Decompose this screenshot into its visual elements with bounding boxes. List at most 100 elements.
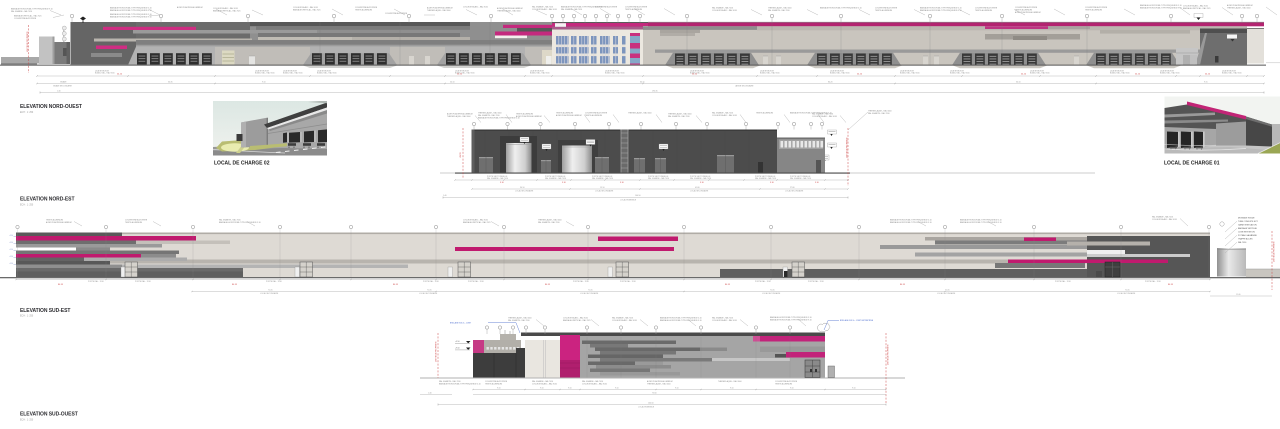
svg-text:COUVERTINE ACROTERE: COUVERTINE ACROTERE [355, 6, 378, 9]
svg-text:71.05: 71.05 [770, 289, 775, 291]
svg-text:BARDAGE HORIZONTAL TYPE FREQUE: BARDAGE HORIZONTAL TYPE FREQUENCE 9.10 [1140, 6, 1182, 9]
svg-text:BLANC RAL - RAL 9016: BLANC RAL - RAL 9016 [95, 72, 114, 75]
svg-text:84.20: 84.20 [828, 82, 833, 84]
svg-text:PORTE SECTIONNELLE: PORTE SECTIONNELLE [648, 176, 669, 178]
svg-text:+9.50: +9.50 [9, 235, 13, 237]
svg-text:BARDAGE HORIZONTAL TYPE FREQUE: BARDAGE HORIZONTAL TYPE FREQUENCE 5.10 [1140, 4, 1182, 7]
svg-text:PORTE RAL - 7016: PORTE RAL - 7016 [1055, 280, 1071, 283]
svg-text:COULEUR BLANC - RAL 9016: COULEUR BLANC - RAL 9016 [812, 115, 837, 118]
svg-text:BLANC RAL - RAL 9016: BLANC RAL - RAL 9016 [605, 72, 624, 75]
svg-text:LIMITE DE PROPRIETE: LIMITE DE PROPRIETE [888, 344, 890, 365]
svg-text:BLANC RAL - RAL 9016: BLANC RAL - RAL 9016 [900, 72, 919, 75]
svg-text:LOCAL SECONDAIRE: LOCAL SECONDAIRE [580, 292, 599, 295]
svg-text:+9.50: +9.50 [455, 341, 460, 343]
svg-text:RAL GRANITE - RAL 7016: RAL GRANITE - RAL 7016 [768, 9, 789, 12]
svg-text:TEINTE ALUMINIUM: TEINTE ALUMINIUM [585, 114, 602, 117]
svg-text:PORTE RAL - 7016: PORTE RAL - 7016 [88, 280, 104, 283]
svg-text:BLANC RAL - RAL 9016: BLANC RAL - RAL 9016 [950, 72, 969, 75]
svg-text:QUAI NIVELEUR: QUAI NIVELEUR [830, 70, 845, 73]
svg-text:75.60: 75.60 [652, 392, 657, 394]
svg-text:BARDAGE HORIZONTAL TYPE FREQUE: BARDAGE HORIZONTAL TYPE FREQUENCE 5.10 [660, 317, 702, 320]
svg-text:RAL 7016: RAL 7016 [1238, 241, 1246, 244]
svg-text:9.10: 9.10 [790, 387, 794, 389]
svg-text:THERMOLAQUE - RAL 3004: THERMOLAQUE - RAL 3004 [427, 9, 450, 12]
svg-text:9.10: 9.10 [540, 387, 544, 389]
svg-text:THERMOLAQUE - RAL 3004: THERMOLAQUE - RAL 3004 [447, 115, 470, 118]
svg-text:BARDAGE HORIZONTAL TYPE FREQUE: BARDAGE HORIZONTAL TYPE FREQUENCE 5.10 [110, 7, 152, 10]
svg-text:ELEVATION NORD-OUEST: ELEVATION NORD-OUEST [20, 104, 82, 110]
svg-text:BARDAGE HORIZONTAL TYPE FREQUE: BARDAGE HORIZONTAL TYPE FREQUENCE 9.10 [561, 6, 603, 9]
svg-text:TEINTE ALUMINIUM: TEINTE ALUMINIUM [775, 382, 792, 385]
svg-text:1.40: 1.40 [57, 90, 61, 92]
svg-text:THERMOLAQUE - RAL 3004: THERMOLAQUE - RAL 3004 [478, 112, 501, 115]
svg-text:COUVERTINE ACROTERE: COUVERTINE ACROTERE [625, 6, 648, 9]
svg-text:COULEUR BLANC - RAL 9016: COULEUR BLANC - RAL 9016 [612, 319, 637, 322]
svg-text:QUAI NIVELEUR: QUAI NIVELEUR [255, 70, 270, 73]
svg-text:ACIER PLASTIFIE ALUMINIUM: ACIER PLASTIFIE ALUMINIUM [516, 115, 542, 118]
svg-text:9.10: 9.10 [500, 182, 504, 184]
svg-text:THERMOLAQUE - RAL 3004: THERMOLAQUE - RAL 3004 [538, 219, 561, 222]
svg-text:COULEUR BLANC - RAL 9016: COULEUR BLANC - RAL 9016 [532, 382, 557, 385]
svg-text:BARDAGE HORIZONTAL TYPE FREQUE: BARDAGE HORIZONTAL TYPE FREQUENCE 9.10 [770, 318, 812, 321]
svg-text:+9.50: +9.50 [9, 249, 13, 251]
svg-text:QUAI NIVELEUR: QUAI NIVELEUR [900, 70, 915, 73]
svg-text:COULEUR BLANC - RAL 9016: COULEUR BLANC - RAL 9016 [463, 219, 488, 222]
svg-text:QUAI NIVELEUR: QUAI NIVELEUR [1160, 70, 1175, 73]
svg-text:RAL GRANDE - RAL 7016: RAL GRANDE - RAL 7016 [545, 177, 566, 180]
svg-text:BARDAGE HORIZONTAL TYPE FREQUE: BARDAGE HORIZONTAL TYPE FREQUENCE 5.10 [439, 382, 481, 385]
svg-text:THERMOLAQUE - RAL 3004: THERMOLAQUE - RAL 3004 [497, 9, 520, 12]
svg-text:COULEUR BLANC - RAL 9016: COULEUR BLANC - RAL 9016 [532, 8, 557, 11]
svg-text:104.50: 104.50 [648, 402, 654, 404]
svg-text:BARDAGE VERTICAL - RAL 7021: BARDAGE VERTICAL - RAL 7021 [213, 9, 241, 12]
svg-text:COULEUR BLANC - RAL 9016: COULEUR BLANC - RAL 9016 [463, 6, 488, 9]
svg-text:30.35: 30.35 [168, 82, 173, 84]
svg-text:RAL GRANITE - RAL 7016: RAL GRANITE - RAL 7016 [219, 219, 240, 222]
svg-text:84.35: 84.35 [58, 284, 64, 286]
svg-text:54.10: 54.10 [457, 74, 463, 76]
svg-text:ELEVATION SUD-OUEST: ELEVATION SUD-OUEST [20, 412, 78, 418]
svg-text:54.10: 54.10 [1021, 74, 1027, 76]
svg-text:71.05: 71.05 [588, 289, 593, 291]
svg-text:ECH : 1: 250: ECH : 1: 250 [20, 316, 34, 318]
svg-text:PORTE SECTIONNELLE: PORTE SECTIONNELLE [755, 176, 776, 178]
svg-text:QUAI NIVELEUR: QUAI NIVELEUR [283, 70, 298, 73]
svg-text:ACIER PLASTIFIE ALUMINIUM: ACIER PLASTIFIE ALUMINIUM [497, 7, 523, 10]
svg-text:BLANC RAL - RAL 9016: BLANC RAL - RAL 9016 [1030, 72, 1049, 75]
svg-text:MONTAGE RIGIDE: MONTAGE RIGIDE [1238, 217, 1255, 220]
svg-text:LOCAL DE CHARGE 02: LOCAL DE CHARGE 02 [214, 161, 270, 167]
svg-text:COULEUR BLANC - RAL 9016: COULEUR BLANC - RAL 9016 [712, 9, 737, 12]
svg-text:COULEUR BLANC - RAL 9016: COULEUR BLANC - RAL 9016 [293, 6, 318, 9]
svg-text:ELEVATION NORD-EST: ELEVATION NORD-EST [20, 197, 74, 203]
svg-text:BARDAGE HORIZONTAL TYPE FREQUE: BARDAGE HORIZONTAL TYPE FREQUENCE 9.10 [960, 221, 1002, 224]
svg-text:LOCAL SECONDAIRE: LOCAL SECONDAIRE [515, 189, 534, 192]
svg-text:BLANC RAL - RAL 9016: BLANC RAL - RAL 9016 [690, 72, 709, 75]
svg-text:BLANC RAL - RAL 9016: BLANC RAL - RAL 9016 [830, 72, 849, 75]
svg-text:9.10: 9.10 [620, 182, 624, 184]
svg-text:TEINTE ALUMINIUM: TEINTE ALUMINIUM [1015, 8, 1032, 11]
svg-text:71.05: 71.05 [945, 289, 950, 291]
svg-text:BLANC RAL - RAL 9016: BLANC RAL - RAL 9016 [283, 72, 302, 75]
svg-text:RAL GRANDE - RAL 7016: RAL GRANDE - RAL 7016 [712, 317, 733, 320]
svg-text:GRADE SECONDAIRE: GRADE SECONDAIRE [53, 85, 73, 88]
svg-text:RAL GRANITE - RAL 7016: RAL GRANITE - RAL 7016 [508, 319, 529, 322]
svg-text:COULEUR BLANC - RAL 9016: COULEUR BLANC - RAL 9016 [712, 114, 737, 117]
svg-text:9.10: 9.10 [730, 387, 734, 389]
svg-text:34.10: 34.10 [1016, 82, 1021, 84]
svg-text:BLANC RAL - RAL 9016: BLANC RAL - RAL 9016 [1222, 72, 1241, 75]
svg-text:COUVERTINE ACROTERE: COUVERTINE ACROTERE [585, 112, 608, 115]
svg-text:71.05: 71.05 [268, 289, 273, 291]
svg-text:BARDAGE VERTICAL - RAL 7021: BARDAGE VERTICAL - RAL 7021 [563, 319, 591, 322]
svg-text:TEINTE ALUMINIUM: TEINTE ALUMINIUM [875, 9, 892, 12]
svg-text:RAL GRANITE - RAL 7016: RAL GRANITE - RAL 7016 [868, 112, 889, 115]
svg-text:ACIER PLASTIFIE ALUMINIUM: ACIER PLASTIFIE ALUMINIUM [1227, 4, 1253, 7]
svg-text:CUVE RETENTION: CUVE RETENTION [1238, 232, 1255, 234]
svg-text:BARDAGE HORIZONTAL TYPE FREQUE: BARDAGE HORIZONTAL TYPE FREQUENCE 9.10 [890, 221, 932, 224]
svg-text:RAL GRANDE - RAL 7016: RAL GRANDE - RAL 7016 [755, 177, 776, 180]
svg-text:RAL GRANDE - RAL 7016: RAL GRANDE - RAL 7016 [648, 177, 669, 180]
svg-text:BARDAGE HORIZONTAL TYPE FREQUE: BARDAGE HORIZONTAL TYPE FREQUENCE 9.10 [660, 319, 702, 322]
svg-text:QUAI NIVELEUR: QUAI NIVELEUR [1222, 70, 1237, 73]
svg-text:THERMOLAQUE - RAL 3004: THERMOLAQUE - RAL 3004 [508, 317, 531, 320]
svg-text:QUAI NIVELEUR: QUAI NIVELEUR [1030, 70, 1045, 73]
svg-text:BARDAGE HORIZONTAL TYPE FREQUE: BARDAGE HORIZONTAL TYPE FREQUENCE 9.10 [110, 15, 152, 18]
svg-text:QUAI NIVELEUR: QUAI NIVELEUR [950, 70, 965, 73]
